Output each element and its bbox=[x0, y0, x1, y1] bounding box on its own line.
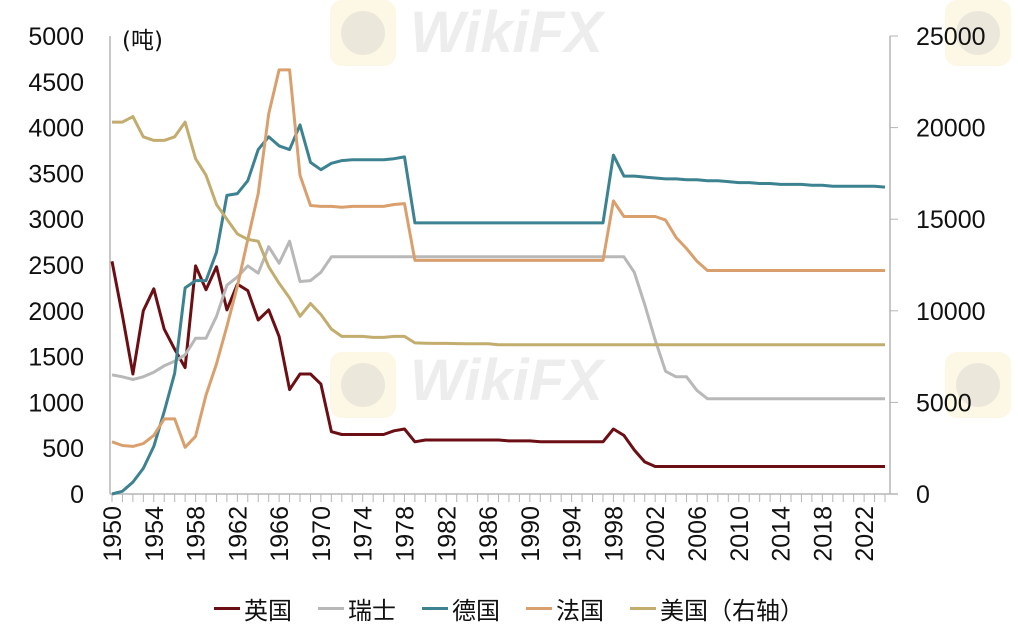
x-tick-label: 1994 bbox=[559, 506, 587, 562]
right-tick-label: 0 bbox=[916, 481, 930, 509]
x-tick-label: 1990 bbox=[517, 506, 545, 562]
x-tick-label: 1950 bbox=[99, 506, 127, 562]
x-tick-label: 1974 bbox=[350, 506, 378, 562]
watermark-logo bbox=[945, 352, 1011, 418]
left-tick-label: 1500 bbox=[28, 344, 84, 372]
x-tick-label: 1970 bbox=[308, 506, 336, 562]
left-tick-label: 2500 bbox=[28, 252, 84, 280]
legend-item: 德国 bbox=[422, 591, 500, 626]
left-tick-label: 1000 bbox=[28, 389, 84, 417]
legend-label: 法国 bbox=[556, 596, 604, 625]
x-tick-label: 1982 bbox=[433, 506, 461, 562]
watermark-eagle-icon bbox=[956, 363, 1000, 407]
legend-swatch-icon bbox=[422, 606, 448, 610]
left-tick-label: 5000 bbox=[28, 23, 84, 51]
watermark-layer: WikiFX WikiFX bbox=[330, 0, 1011, 418]
right-tick-label: 5000 bbox=[916, 389, 972, 417]
legend-swatch-icon bbox=[318, 606, 344, 610]
legend-item: 瑞士 bbox=[318, 591, 396, 626]
x-tick-label: 2002 bbox=[642, 506, 670, 562]
legend-swatch-icon bbox=[526, 606, 552, 610]
watermark-logo bbox=[945, 0, 1011, 66]
legend-item: 美国（右轴） bbox=[630, 591, 804, 626]
left-tick-label: 500 bbox=[42, 435, 84, 463]
watermark-text: WikiFX bbox=[410, 0, 606, 65]
x-tick-label: 2006 bbox=[684, 506, 712, 562]
legend-swatch-icon bbox=[630, 606, 656, 610]
legend-label: 英国 bbox=[244, 596, 292, 625]
left-tick-label: 3500 bbox=[28, 160, 84, 188]
legend-item: 法国 bbox=[526, 591, 604, 626]
series-line bbox=[112, 115, 885, 347]
watermark-text: WikiFX bbox=[410, 348, 606, 413]
left-tick-label: 0 bbox=[70, 481, 84, 509]
legend-item: 英国 bbox=[214, 591, 292, 626]
left-tick-label: 2000 bbox=[28, 298, 84, 326]
x-tick-label: 2022 bbox=[851, 506, 879, 562]
x-tick-label: 2010 bbox=[726, 506, 754, 562]
watermark-eagle-icon bbox=[956, 11, 1000, 55]
x-tick-label: 1986 bbox=[475, 506, 503, 562]
watermark-eagle-icon bbox=[341, 363, 385, 407]
unit-label: (吨) bbox=[122, 28, 163, 54]
right-tick-label: 10000 bbox=[916, 298, 986, 326]
x-tick-label: 1962 bbox=[224, 506, 252, 562]
watermark-logo bbox=[330, 0, 396, 66]
x-tick-label: 1966 bbox=[266, 506, 294, 562]
x-tick-label: 1954 bbox=[141, 506, 169, 562]
legend: 英国 瑞士 德国 法国 美国（右轴） bbox=[0, 588, 1018, 628]
right-tick-label: 20000 bbox=[916, 115, 986, 143]
right-tick-label: 25000 bbox=[916, 23, 986, 51]
right-tick-label: 15000 bbox=[916, 206, 986, 234]
series-layer bbox=[110, 68, 886, 496]
series-line bbox=[111, 68, 885, 449]
legend-label: 美国（右轴） bbox=[660, 596, 804, 625]
series-line bbox=[111, 123, 886, 496]
legend-swatch-icon bbox=[214, 606, 240, 610]
series-line bbox=[110, 261, 885, 468]
axes: 0 500 1000 1500 2000 2500 3000 3500 4000 4500 5000… bbox=[28, 23, 985, 562]
left-tick-label: 4500 bbox=[28, 69, 84, 97]
x-tick-label: 1998 bbox=[600, 506, 628, 562]
x-tick-label: 1958 bbox=[183, 506, 211, 562]
legend-label: 瑞士 bbox=[348, 596, 396, 625]
watermark-logo bbox=[330, 352, 396, 418]
x-tick-label: 1978 bbox=[391, 506, 419, 562]
watermark-eagle-icon bbox=[341, 11, 385, 55]
x-tick-label: 2014 bbox=[768, 506, 796, 562]
x-tick-label: 2018 bbox=[809, 506, 837, 562]
legend-label: 德国 bbox=[452, 596, 500, 625]
left-tick-label: 3000 bbox=[28, 206, 84, 234]
left-tick-label: 4000 bbox=[28, 115, 84, 143]
